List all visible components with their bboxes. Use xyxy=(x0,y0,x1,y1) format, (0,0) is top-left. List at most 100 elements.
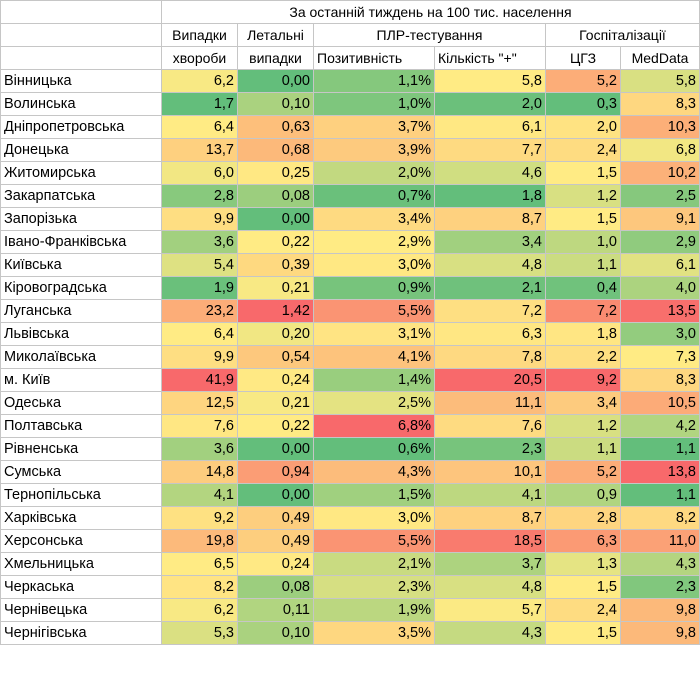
table-row: Чернігівська 5,3 0,10 3,5% 4,3 1,5 9,8 xyxy=(0,621,700,645)
table-row: Рівненська 3,6 0,00 0,6% 2,3 1,1 1,1 xyxy=(0,437,700,461)
cell-positive-count: 7,6 xyxy=(434,414,546,438)
region-name: Тернопільська xyxy=(0,483,162,507)
region-name: м. Київ xyxy=(0,368,162,392)
cell-positivity: 3,5% xyxy=(313,621,435,645)
cell-positivity: 4,1% xyxy=(313,345,435,369)
title-row: За останній тиждень на 100 тис. населенн… xyxy=(0,0,700,24)
table-row: Хмельницька 6,5 0,24 2,1% 3,7 1,3 4,3 xyxy=(0,552,700,576)
table-row: Полтавська 7,6 0,22 6,8% 7,6 1,2 4,2 xyxy=(0,414,700,438)
cell-cgz: 1,5 xyxy=(545,207,621,231)
cell-meddata: 11,0 xyxy=(620,529,700,553)
cell-cases: 9,9 xyxy=(161,207,238,231)
cell-meddata: 9,1 xyxy=(620,207,700,231)
table-row: Запорізька 9,9 0,00 3,4% 8,7 1,5 9,1 xyxy=(0,207,700,231)
cell-meddata: 1,1 xyxy=(620,483,700,507)
cell-meddata: 9,8 xyxy=(620,621,700,645)
subheader-cases: випадки xyxy=(237,46,314,70)
cell-cgz: 1,2 xyxy=(545,184,621,208)
cell-positivity: 3,9% xyxy=(313,138,435,162)
header-cases: Випадки xyxy=(161,23,238,47)
subheader-cgz: ЦГЗ xyxy=(545,46,621,70)
cell-cgz: 0,4 xyxy=(545,276,621,300)
cell-deaths: 0,49 xyxy=(237,529,314,553)
cell-cgz: 1,1 xyxy=(545,437,621,461)
cell-cases: 19,8 xyxy=(161,529,238,553)
cell-cgz: 7,2 xyxy=(545,299,621,323)
cell-cgz: 2,8 xyxy=(545,506,621,530)
table-row: м. Київ 41,9 0,24 1,4% 20,5 9,2 8,3 xyxy=(0,368,700,392)
cell-positive-count: 5,7 xyxy=(434,598,546,622)
cell-meddata: 10,2 xyxy=(620,161,700,185)
subheader-meddata: MedData xyxy=(620,46,700,70)
cell-meddata: 5,8 xyxy=(620,69,700,93)
cell-cases: 1,7 xyxy=(161,92,238,116)
cell-cgz: 5,2 xyxy=(545,460,621,484)
cell-deaths: 0,20 xyxy=(237,322,314,346)
cell-positivity: 3,1% xyxy=(313,322,435,346)
group-header-row: Випадки Летальні ПЛР-тестування Госпітал… xyxy=(0,23,700,47)
region-name: Сумська xyxy=(0,460,162,484)
cell-cgz: 2,2 xyxy=(545,345,621,369)
region-name: Запорізька xyxy=(0,207,162,231)
table-row: Чернівецька 6,2 0,11 1,9% 5,7 2,4 9,8 xyxy=(0,598,700,622)
cell-positive-count: 3,7 xyxy=(434,552,546,576)
region-name: Чернігівська xyxy=(0,621,162,645)
cell-cgz: 1,5 xyxy=(545,575,621,599)
cell-meddata: 4,3 xyxy=(620,552,700,576)
region-name: Луганська xyxy=(0,299,162,323)
corner-cell xyxy=(0,46,162,70)
cell-cgz: 2,0 xyxy=(545,115,621,139)
sub-header-row: хвороби випадки Позитивність Кількість "… xyxy=(0,46,700,70)
cell-cases: 41,9 xyxy=(161,368,238,392)
cell-cgz: 6,3 xyxy=(545,529,621,553)
cell-cases: 5,4 xyxy=(161,253,238,277)
region-name: Одеська xyxy=(0,391,162,415)
cell-cases: 9,9 xyxy=(161,345,238,369)
cell-meddata: 4,2 xyxy=(620,414,700,438)
header-pcr-testing: ПЛР-тестування xyxy=(313,23,546,47)
cell-cgz: 3,4 xyxy=(545,391,621,415)
table-row: Кіровоградська 1,9 0,21 0,9% 2,1 0,4 4,0 xyxy=(0,276,700,300)
table-row: Тернопільська 4,1 0,00 1,5% 4,1 0,9 1,1 xyxy=(0,483,700,507)
cell-positive-count: 4,6 xyxy=(434,161,546,185)
table-row: Житомирська 6,0 0,25 2,0% 4,6 1,5 10,2 xyxy=(0,161,700,185)
cell-cases: 8,2 xyxy=(161,575,238,599)
cell-positive-count: 7,7 xyxy=(434,138,546,162)
cell-cases: 1,9 xyxy=(161,276,238,300)
cell-deaths: 0,49 xyxy=(237,506,314,530)
cell-cgz: 5,2 xyxy=(545,69,621,93)
cell-meddata: 13,8 xyxy=(620,460,700,484)
cell-positivity: 0,7% xyxy=(313,184,435,208)
cell-positivity: 3,0% xyxy=(313,253,435,277)
cell-meddata: 6,1 xyxy=(620,253,700,277)
table-row: Сумська 14,8 0,94 4,3% 10,1 5,2 13,8 xyxy=(0,460,700,484)
cell-cases: 6,4 xyxy=(161,115,238,139)
cell-cgz: 1,8 xyxy=(545,322,621,346)
table-row: Вінницька 6,2 0,00 1,1% 5,8 5,2 5,8 xyxy=(0,69,700,93)
table-row: Київська 5,4 0,39 3,0% 4,8 1,1 6,1 xyxy=(0,253,700,277)
cell-positivity: 6,8% xyxy=(313,414,435,438)
subheader-positive-count: Кількість "+" xyxy=(434,46,546,70)
cell-deaths: 0,00 xyxy=(237,483,314,507)
cell-cases: 6,2 xyxy=(161,69,238,93)
subheader-disease: хвороби xyxy=(161,46,238,70)
cell-positive-count: 18,5 xyxy=(434,529,546,553)
cell-deaths: 0,25 xyxy=(237,161,314,185)
table-title: За останній тиждень на 100 тис. населенн… xyxy=(161,0,700,24)
cell-cases: 14,8 xyxy=(161,460,238,484)
cell-cgz: 2,4 xyxy=(545,138,621,162)
cell-positivity: 2,1% xyxy=(313,552,435,576)
table-row: Черкаська 8,2 0,08 2,3% 4,8 1,5 2,3 xyxy=(0,575,700,599)
table-row: Херсонська 19,8 0,49 5,5% 18,5 6,3 11,0 xyxy=(0,529,700,553)
cell-positivity: 5,5% xyxy=(313,529,435,553)
cell-cases: 6,5 xyxy=(161,552,238,576)
cell-positivity: 1,9% xyxy=(313,598,435,622)
cell-meddata: 2,9 xyxy=(620,230,700,254)
table-row: Луганська 23,2 1,42 5,5% 7,2 7,2 13,5 xyxy=(0,299,700,323)
cell-positivity: 0,9% xyxy=(313,276,435,300)
cell-deaths: 0,00 xyxy=(237,437,314,461)
cell-positivity: 0,6% xyxy=(313,437,435,461)
table-row: Донецька 13,7 0,68 3,9% 7,7 2,4 6,8 xyxy=(0,138,700,162)
cell-positive-count: 2,3 xyxy=(434,437,546,461)
cell-positive-count: 3,4 xyxy=(434,230,546,254)
